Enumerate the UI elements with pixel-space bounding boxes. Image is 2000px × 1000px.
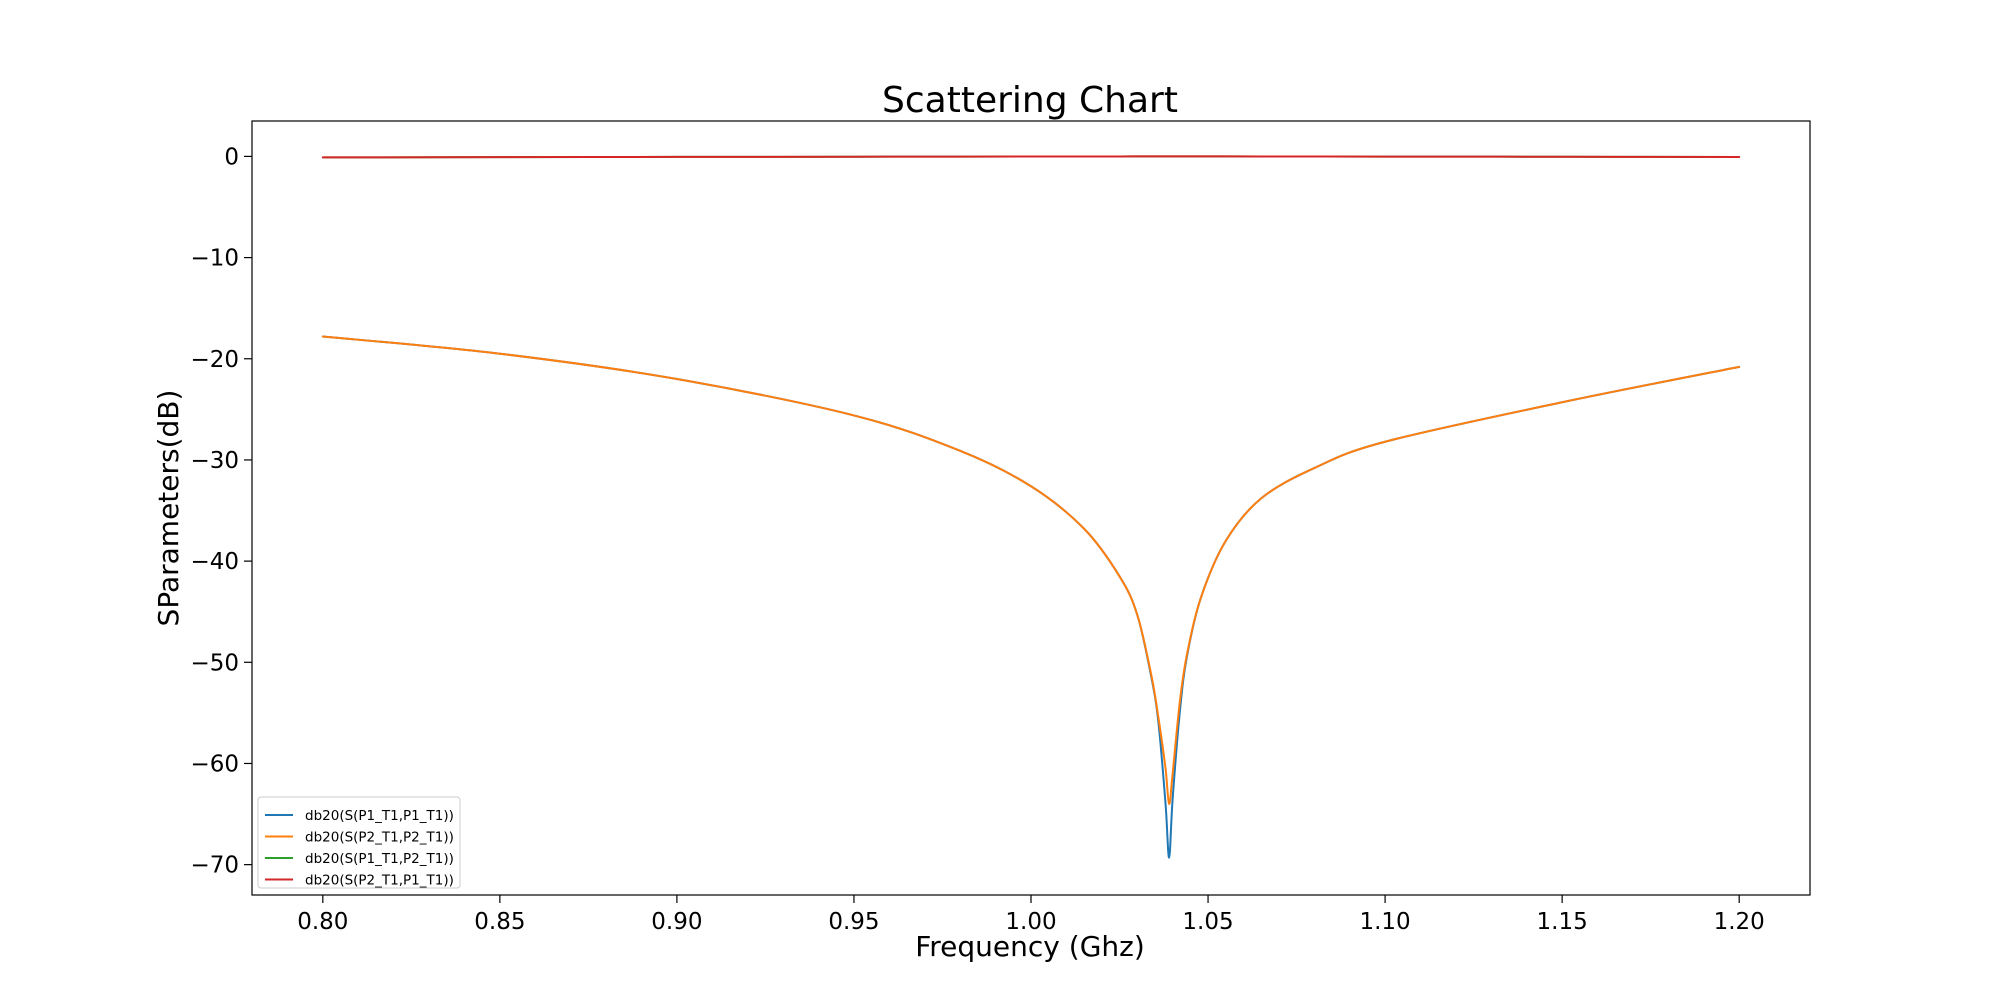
y-tick-label: −10: [190, 246, 239, 272]
legend-label: db20(S(P2_T1,P1_T1)): [305, 873, 454, 889]
chart-title: Scattering Chart: [882, 80, 1178, 121]
legend-label: db20(S(P2_T1,P2_T1)): [305, 830, 454, 846]
legend-box: [257, 796, 461, 889]
x-axis-label: Frequency (Ghz): [915, 930, 1145, 963]
x-axis: 0.80 0.85 0.90 0.95 1.00 1.05 1.10 1.15 1.20: [297, 895, 1765, 935]
y-tick-label: −50: [190, 650, 239, 676]
x-tick-label: 1.10: [1359, 909, 1410, 935]
plot-area: [252, 121, 1810, 895]
legend: db20(S(P1_T1,P1_T1)) db20(S(P2_T1,P2_T1))…: [257, 796, 461, 889]
series-line-2: [321, 335, 1741, 805]
y-axis: 0 −10 −20 −30 −40 −50 −60 −70: [190, 144, 252, 879]
y-tick-label: 0: [224, 144, 239, 170]
x-tick-label: 1.20: [1714, 909, 1765, 935]
series-layer: [321, 155, 1741, 859]
y-tick-label: −40: [190, 549, 239, 575]
y-tick-label: −70: [190, 853, 239, 879]
x-tick-label: 1.15: [1537, 909, 1588, 935]
x-tick-label: 1.05: [1182, 909, 1233, 935]
legend-label: db20(S(P1_T1,P2_T1)): [305, 851, 454, 867]
x-tick-label: 0.85: [474, 909, 525, 935]
x-tick-label: 0.95: [828, 909, 879, 935]
y-axis-label: SParameters(dB): [152, 390, 185, 627]
y-tick-label: −30: [190, 448, 239, 474]
series-line-4: [321, 155, 1741, 159]
x-tick-label: 1.00: [1005, 909, 1056, 935]
y-tick-label: −20: [190, 347, 239, 373]
y-tick-label: −60: [190, 751, 239, 777]
legend-label: db20(S(P1_T1,P1_T1)): [305, 808, 454, 824]
x-tick-label: 0.80: [297, 909, 348, 935]
x-tick-label: 0.90: [651, 909, 702, 935]
